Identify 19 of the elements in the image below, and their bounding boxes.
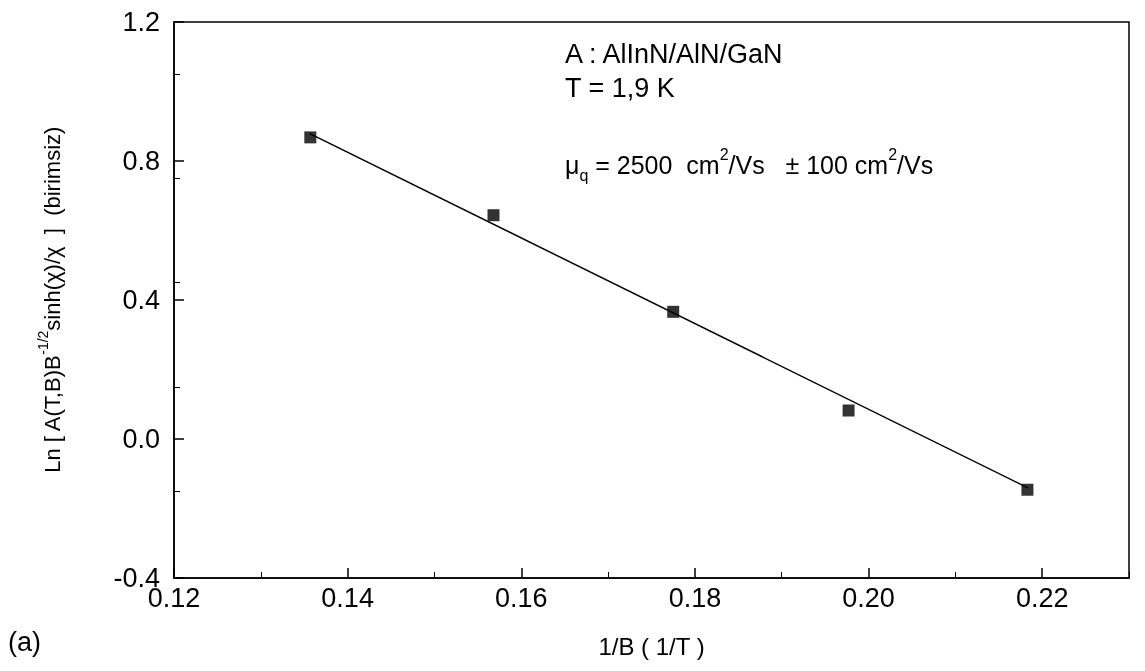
- y-tick-label: 0.8: [122, 146, 160, 176]
- y-tick-label: 0.4: [122, 285, 160, 315]
- point: [304, 131, 317, 144]
- annotation: T = 1,9 K: [565, 72, 675, 103]
- x-tick-label: 0.16: [494, 582, 548, 613]
- y-tick-label: 1.2: [122, 7, 160, 37]
- point: [667, 305, 680, 318]
- x-tick-label: 0.22: [1015, 582, 1069, 613]
- y-tick-label: 0.0: [122, 424, 160, 454]
- annotation: A : AlInN/AlN/GaN: [565, 38, 783, 69]
- x-tick-label: 0.14: [321, 582, 374, 613]
- x-tick-label: 0.20: [842, 582, 895, 613]
- point: [487, 209, 500, 222]
- text: (a): [8, 626, 41, 657]
- point: [1021, 483, 1034, 496]
- x-axis-title: 1/B ( 1/T ): [598, 632, 705, 660]
- point: [842, 404, 855, 417]
- y-axis-title: Ln [ A(T,B)B-1/2sinh(χ)/χ ] (birimsiz): [35, 126, 65, 473]
- x-tick-label: 0.18: [668, 582, 722, 613]
